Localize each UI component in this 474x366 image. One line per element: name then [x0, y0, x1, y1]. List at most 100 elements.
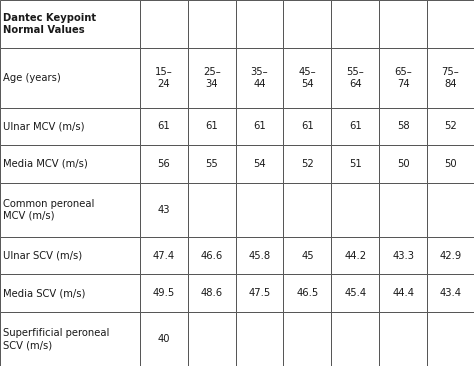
Text: 65–
74: 65– 74: [394, 67, 412, 89]
Bar: [427, 108, 474, 145]
Text: 42.9: 42.9: [439, 251, 462, 261]
Text: 61: 61: [205, 122, 218, 131]
Bar: [0, 145, 140, 183]
Bar: [379, 274, 427, 312]
Bar: [0, 274, 140, 312]
Bar: [188, 0, 236, 48]
Bar: [379, 48, 427, 108]
Bar: [427, 237, 474, 274]
Bar: [140, 48, 188, 108]
Text: 54: 54: [253, 159, 266, 169]
Bar: [188, 237, 236, 274]
Text: 47.5: 47.5: [248, 288, 271, 298]
Text: 44.2: 44.2: [344, 251, 366, 261]
Bar: [0, 183, 140, 237]
Text: Ulnar MCV (m/s): Ulnar MCV (m/s): [3, 122, 84, 131]
Text: 44.4: 44.4: [392, 288, 414, 298]
Text: 43.3: 43.3: [392, 251, 414, 261]
Bar: [140, 312, 188, 366]
Text: 45.4: 45.4: [344, 288, 366, 298]
Text: 56: 56: [157, 159, 170, 169]
Bar: [140, 0, 188, 48]
Text: 45: 45: [301, 251, 314, 261]
Bar: [379, 237, 427, 274]
Bar: [0, 48, 140, 108]
Text: Age (years): Age (years): [3, 73, 61, 83]
Bar: [236, 312, 283, 366]
Bar: [188, 145, 236, 183]
Bar: [140, 237, 188, 274]
Bar: [283, 108, 331, 145]
Text: 50: 50: [397, 159, 410, 169]
Text: 40: 40: [157, 334, 170, 344]
Text: 46.5: 46.5: [296, 288, 319, 298]
Bar: [331, 145, 379, 183]
Text: Superfificial peroneal
SCV (m/s): Superfificial peroneal SCV (m/s): [3, 328, 109, 350]
Bar: [283, 145, 331, 183]
Bar: [236, 237, 283, 274]
Text: 49.5: 49.5: [153, 288, 175, 298]
Bar: [427, 183, 474, 237]
Bar: [283, 48, 331, 108]
Text: 61: 61: [349, 122, 362, 131]
Text: 43.4: 43.4: [439, 288, 462, 298]
Text: 46.6: 46.6: [201, 251, 223, 261]
Text: Media SCV (m/s): Media SCV (m/s): [3, 288, 85, 298]
Bar: [427, 0, 474, 48]
Bar: [0, 237, 140, 274]
Bar: [236, 0, 283, 48]
Bar: [379, 145, 427, 183]
Bar: [188, 48, 236, 108]
Text: 75–
84: 75– 84: [442, 67, 459, 89]
Text: 35–
44: 35– 44: [251, 67, 268, 89]
Text: 43: 43: [157, 205, 170, 215]
Bar: [379, 183, 427, 237]
Text: 61: 61: [157, 122, 170, 131]
Bar: [188, 108, 236, 145]
Bar: [236, 145, 283, 183]
Text: 47.4: 47.4: [153, 251, 175, 261]
Bar: [283, 274, 331, 312]
Bar: [283, 183, 331, 237]
Bar: [427, 145, 474, 183]
Text: Ulnar SCV (m/s): Ulnar SCV (m/s): [3, 251, 82, 261]
Text: 45–
54: 45– 54: [299, 67, 316, 89]
Bar: [188, 274, 236, 312]
Bar: [331, 274, 379, 312]
Text: 55–
64: 55– 64: [346, 67, 364, 89]
Bar: [236, 274, 283, 312]
Bar: [331, 48, 379, 108]
Text: 58: 58: [397, 122, 410, 131]
Bar: [283, 312, 331, 366]
Bar: [379, 0, 427, 48]
Text: 45.8: 45.8: [248, 251, 271, 261]
Bar: [427, 312, 474, 366]
Bar: [379, 108, 427, 145]
Bar: [188, 312, 236, 366]
Bar: [331, 183, 379, 237]
Text: 15–
24: 15– 24: [155, 67, 173, 89]
Bar: [236, 48, 283, 108]
Text: Common peroneal
MCV (m/s): Common peroneal MCV (m/s): [3, 199, 94, 221]
Bar: [140, 183, 188, 237]
Text: 48.6: 48.6: [201, 288, 223, 298]
Bar: [283, 237, 331, 274]
Bar: [331, 0, 379, 48]
Bar: [236, 108, 283, 145]
Bar: [0, 0, 140, 48]
Text: 52: 52: [444, 122, 457, 131]
Text: Dantec Keypoint
Normal Values: Dantec Keypoint Normal Values: [3, 13, 96, 36]
Text: 61: 61: [301, 122, 314, 131]
Bar: [0, 108, 140, 145]
Bar: [283, 0, 331, 48]
Text: 51: 51: [349, 159, 362, 169]
Bar: [140, 274, 188, 312]
Text: 55: 55: [205, 159, 218, 169]
Bar: [140, 108, 188, 145]
Bar: [188, 183, 236, 237]
Text: 52: 52: [301, 159, 314, 169]
Text: 61: 61: [253, 122, 266, 131]
Bar: [379, 312, 427, 366]
Bar: [236, 183, 283, 237]
Bar: [427, 274, 474, 312]
